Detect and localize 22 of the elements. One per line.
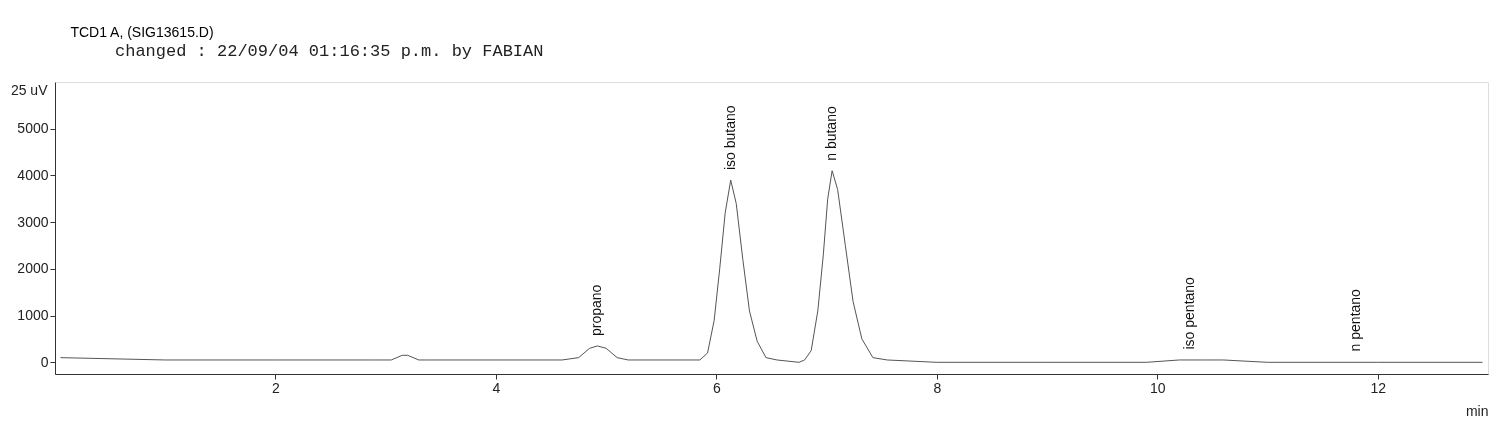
- x-tick-label: 6: [712, 379, 721, 396]
- annotation: propano: [588, 284, 605, 336]
- chart-title: TCD1 A, (SIG13615.D): [70, 24, 214, 40]
- line-series: [60, 170, 1483, 363]
- y-tick-label: 4000: [17, 166, 49, 183]
- y-tick-label: 3000: [17, 213, 49, 230]
- x-tick-label: 12: [1370, 379, 1387, 396]
- y-tick-label: 5000: [17, 120, 49, 137]
- annotation: iso butano: [721, 105, 738, 171]
- y-tick-label: 0: [40, 353, 49, 370]
- x-axis-title: min: [1465, 402, 1489, 419]
- x-tick-label: 2: [272, 379, 281, 396]
- y-tick-label: 1000: [17, 307, 49, 324]
- annotation: n butano: [823, 106, 840, 161]
- y-tick-label: 2000: [17, 260, 49, 277]
- x-tick-label: 4: [492, 379, 501, 396]
- x-tick-label: 8: [933, 379, 942, 396]
- text: changed : 22/09/04 01:16:35 p.m. by FABIAN: [115, 42, 544, 61]
- annotation: iso pentano: [1181, 276, 1198, 350]
- x-tick-label: 10: [1150, 379, 1166, 396]
- annotation: n pentano: [1346, 288, 1363, 352]
- y-axis-title: 25 uV: [10, 81, 49, 98]
